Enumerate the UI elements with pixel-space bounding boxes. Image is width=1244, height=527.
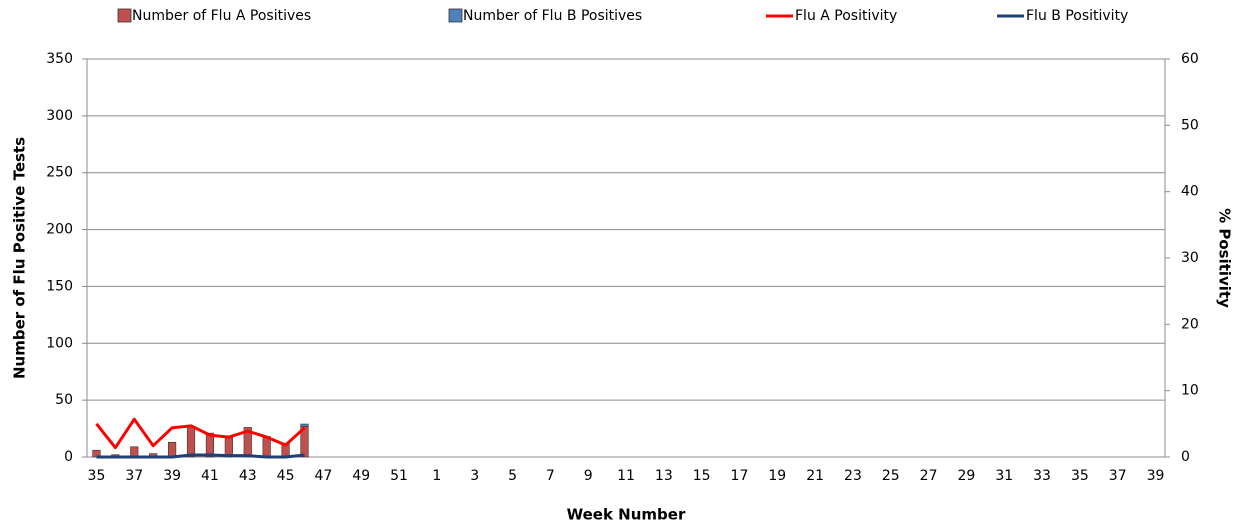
x-tick-label: 31 bbox=[995, 468, 1013, 484]
legend-label: Flu B Positivity bbox=[1026, 8, 1128, 24]
bar bbox=[130, 446, 139, 458]
bar bbox=[300, 423, 309, 427]
x-tick-label: 21 bbox=[806, 468, 824, 484]
y-tick-label: 200 bbox=[46, 222, 73, 238]
x-tick-label: 15 bbox=[693, 468, 711, 484]
x-tick-label: 17 bbox=[731, 468, 749, 484]
y2-tick-label: 0 bbox=[1181, 449, 1190, 465]
y2-axis-title: % Positivity bbox=[1216, 208, 1234, 308]
line bbox=[95, 417, 306, 450]
x-tick-label: 27 bbox=[920, 468, 938, 484]
x-tick-label: 49 bbox=[352, 468, 370, 484]
x-tick-label: 41 bbox=[201, 468, 219, 484]
x-tick-label: 43 bbox=[239, 468, 257, 484]
x-axis-title: Week Number bbox=[567, 506, 686, 524]
legend-swatch bbox=[448, 8, 463, 23]
legend-label: Number of Flu A Positives bbox=[132, 8, 311, 24]
y2-tick-label: 40 bbox=[1181, 184, 1199, 200]
y2-tick-label: 20 bbox=[1181, 316, 1199, 332]
x-tick-label: 37 bbox=[125, 468, 143, 484]
y-tick-label: 300 bbox=[46, 108, 73, 124]
x-tick-label: 47 bbox=[314, 468, 332, 484]
x-tick-label: 7 bbox=[546, 468, 555, 484]
y-tick-label: 50 bbox=[55, 392, 73, 408]
x-tick-label: 9 bbox=[584, 468, 593, 484]
x-tick-label: 5 bbox=[508, 468, 517, 484]
y-axis-title: Number of Flu Positive Tests bbox=[11, 137, 29, 379]
y-tick-label: 0 bbox=[64, 449, 73, 465]
x-tick-label: 39 bbox=[1147, 468, 1165, 484]
bar bbox=[186, 425, 196, 458]
y2-tick-label: 30 bbox=[1181, 250, 1199, 266]
y2-tick-label: 60 bbox=[1181, 51, 1199, 67]
x-tick-label: 23 bbox=[844, 468, 862, 484]
x-tick-label: 45 bbox=[277, 468, 295, 484]
x-tick-label: 3 bbox=[470, 468, 479, 484]
x-tick-label: 13 bbox=[655, 468, 673, 484]
y2-tick-label: 50 bbox=[1181, 117, 1199, 133]
x-tick-label: 29 bbox=[958, 468, 976, 484]
legend-label: Number of Flu B Positives bbox=[463, 8, 642, 24]
x-tick-label: 33 bbox=[1033, 468, 1051, 484]
y-tick-label: 100 bbox=[46, 335, 73, 351]
x-tick-label: 35 bbox=[1071, 468, 1089, 484]
x-tick-label: 51 bbox=[390, 468, 408, 484]
x-tick-label: 35 bbox=[88, 468, 106, 484]
x-tick-label: 11 bbox=[617, 468, 635, 484]
x-tick-label: 25 bbox=[882, 468, 900, 484]
legend-swatch bbox=[117, 8, 132, 23]
y-tick-label: 250 bbox=[46, 165, 73, 181]
x-tick-label: 37 bbox=[1109, 468, 1127, 484]
legend-label: Flu A Positivity bbox=[795, 8, 897, 24]
bar bbox=[168, 441, 177, 458]
x-tick-label: 39 bbox=[163, 468, 181, 484]
line bbox=[96, 453, 305, 459]
y-tick-label: 150 bbox=[46, 278, 73, 294]
x-tick-label: 19 bbox=[768, 468, 786, 484]
y-tick-label: 350 bbox=[46, 51, 73, 67]
x-tick-label: 1 bbox=[432, 468, 441, 484]
y2-tick-label: 10 bbox=[1181, 383, 1199, 399]
